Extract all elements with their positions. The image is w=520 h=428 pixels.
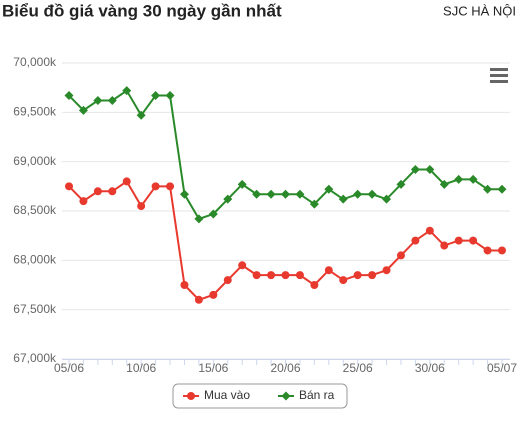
point	[93, 187, 102, 196]
x-tick-label: 05/06	[54, 361, 84, 375]
point	[93, 95, 103, 105]
point	[295, 189, 305, 199]
menu-bar	[490, 74, 508, 77]
point	[252, 271, 261, 280]
point	[238, 261, 247, 270]
point	[339, 276, 348, 285]
point	[64, 91, 74, 101]
legend-label: Mua vào	[204, 388, 250, 402]
chart-subtitle: SJC HÀ NỘI	[443, 3, 516, 18]
point	[166, 182, 175, 191]
point	[65, 182, 73, 191]
point	[266, 189, 276, 199]
point	[310, 281, 319, 289]
legend-box	[172, 383, 348, 409]
point	[425, 226, 434, 235]
point	[410, 165, 420, 175]
point	[396, 251, 405, 260]
x-tick-label: 25/06	[343, 361, 373, 375]
point	[122, 86, 132, 96]
point	[353, 271, 362, 280]
point	[396, 179, 406, 189]
point	[367, 189, 377, 199]
point	[252, 189, 262, 199]
point	[468, 174, 478, 184]
point	[194, 214, 204, 224]
point	[324, 266, 333, 275]
x-tick-label: 10/06	[126, 361, 156, 375]
y-tick-label: 68,500k	[13, 203, 57, 217]
point	[237, 179, 247, 189]
series-line	[68, 179, 502, 301]
y-tick-label: 70,000k	[13, 55, 57, 69]
point	[108, 187, 117, 196]
point	[454, 236, 463, 245]
legend-label: Bán ra	[299, 388, 335, 402]
point	[309, 199, 319, 209]
point	[136, 110, 146, 120]
point	[281, 189, 290, 199]
point	[382, 266, 391, 275]
point	[368, 271, 377, 280]
menu-bar	[490, 68, 508, 71]
point	[281, 391, 291, 401]
series-line	[68, 89, 502, 221]
point	[483, 246, 492, 255]
point	[338, 194, 348, 204]
x-tick-label: 30/06	[415, 361, 445, 375]
point	[179, 189, 189, 199]
point	[267, 271, 276, 280]
point	[295, 271, 304, 280]
point	[208, 209, 218, 219]
y-tick-label: 67,000k	[13, 351, 57, 365]
y-tick-label: 68,000k	[13, 253, 57, 267]
point	[469, 236, 478, 245]
point	[440, 241, 449, 250]
chart-title: Biểu đồ giá vàng 30 ngày gần nhất	[2, 1, 282, 20]
point	[497, 184, 507, 194]
point	[223, 194, 233, 204]
point	[223, 276, 232, 285]
point	[107, 95, 117, 105]
y-tick-label: 69,000k	[13, 154, 57, 168]
point	[187, 392, 195, 400]
point	[78, 105, 88, 115]
point	[498, 246, 506, 255]
x-tick-label: 05/07	[487, 361, 517, 375]
point	[151, 182, 160, 191]
point	[209, 290, 218, 299]
point	[180, 281, 189, 289]
point	[151, 91, 161, 101]
point	[411, 236, 420, 245]
point	[122, 177, 131, 186]
point	[382, 194, 392, 204]
y-tick-label: 69,500k	[13, 105, 57, 119]
point	[324, 184, 334, 194]
point	[439, 179, 449, 189]
menu-bar	[490, 80, 508, 83]
x-tick-label: 15/06	[198, 361, 228, 375]
point	[194, 295, 203, 304]
point	[425, 165, 435, 175]
menu-button[interactable]	[489, 67, 509, 83]
x-tick-label: 20/06	[270, 361, 300, 375]
point	[483, 184, 493, 194]
y-tick-label: 67,500k	[13, 302, 57, 316]
point	[281, 271, 290, 280]
point	[79, 197, 88, 206]
point	[454, 174, 464, 184]
point	[165, 91, 175, 101]
point	[353, 189, 363, 199]
point	[137, 202, 146, 211]
